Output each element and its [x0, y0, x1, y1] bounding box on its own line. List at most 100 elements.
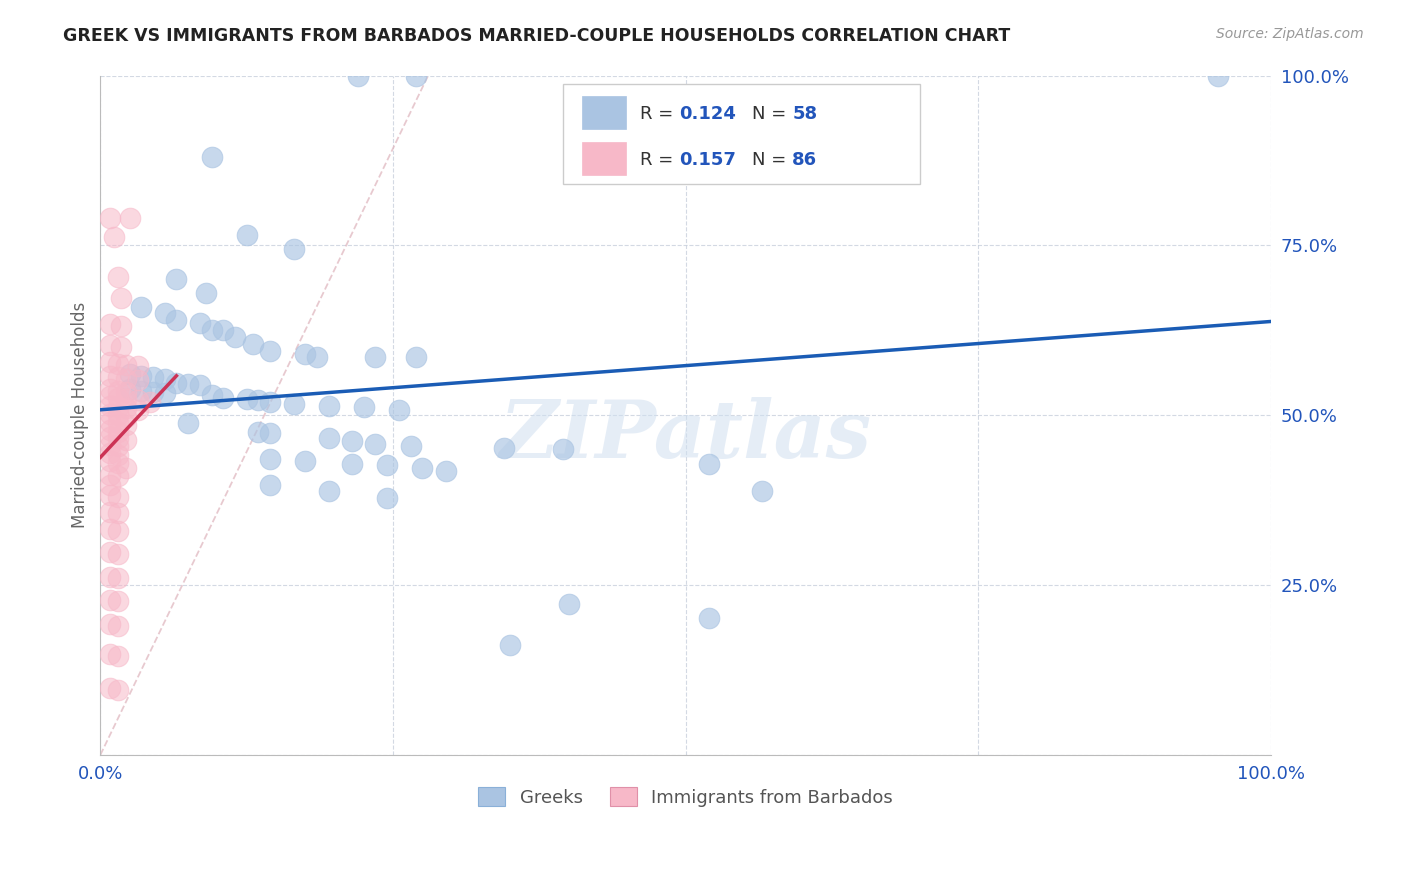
Point — [107, 648, 129, 663]
Point — [98, 505, 121, 519]
Text: 58: 58 — [792, 104, 817, 122]
Point — [200, 150, 222, 164]
Point — [107, 594, 129, 608]
Text: GREEK VS IMMIGRANTS FROM BARBADOS MARRIED-COUPLE HOUSEHOLDS CORRELATION CHART: GREEK VS IMMIGRANTS FROM BARBADOS MARRIE… — [63, 27, 1011, 45]
Point — [697, 457, 720, 471]
Point — [499, 638, 522, 652]
Bar — [582, 96, 626, 128]
Point — [98, 446, 121, 460]
Point — [98, 399, 121, 413]
Point — [405, 69, 427, 83]
Point — [107, 431, 129, 445]
Text: 0.124: 0.124 — [679, 104, 735, 122]
Point — [115, 392, 138, 406]
Text: ZIPatlas: ZIPatlas — [499, 397, 872, 475]
Point — [131, 368, 153, 383]
Point — [107, 469, 129, 483]
Y-axis label: Married-couple Households: Married-couple Households — [72, 302, 89, 528]
Point — [283, 397, 305, 411]
Point — [305, 351, 328, 365]
Point — [212, 323, 235, 337]
Point — [98, 617, 121, 632]
Point — [318, 484, 340, 499]
Point — [551, 442, 574, 457]
Point — [177, 376, 200, 391]
Point — [235, 228, 257, 243]
Point — [200, 323, 222, 337]
Point — [98, 438, 121, 452]
Text: Source: ZipAtlas.com: Source: ZipAtlas.com — [1216, 27, 1364, 41]
Point — [138, 394, 160, 409]
Point — [107, 384, 129, 398]
Point — [98, 648, 121, 662]
Point — [242, 337, 264, 351]
Point — [115, 417, 138, 432]
Point — [98, 337, 121, 351]
Point — [98, 423, 121, 437]
Point — [107, 417, 129, 431]
Point — [98, 407, 121, 421]
Point — [751, 484, 773, 499]
Point — [340, 434, 363, 448]
Point — [115, 385, 138, 400]
Text: N =: N = — [752, 151, 793, 169]
Text: N =: N = — [752, 104, 793, 122]
Point — [194, 285, 217, 300]
Point — [434, 464, 457, 478]
Point — [127, 393, 149, 408]
Point — [364, 351, 387, 365]
Point — [98, 477, 121, 491]
Point — [110, 340, 132, 354]
Point — [375, 491, 398, 505]
Point — [107, 408, 129, 422]
Point — [188, 317, 211, 331]
Point — [115, 461, 138, 475]
Point — [247, 393, 270, 408]
Point — [224, 330, 246, 344]
Point — [98, 593, 121, 607]
Point — [118, 368, 141, 382]
Point — [107, 391, 129, 405]
Point — [153, 306, 176, 320]
Point — [283, 242, 305, 256]
Point — [107, 682, 129, 697]
Point — [142, 385, 165, 400]
Point — [200, 388, 222, 402]
Point — [115, 358, 138, 372]
Point — [165, 313, 187, 327]
Point — [259, 425, 281, 440]
Point — [177, 417, 200, 431]
Point — [98, 211, 121, 226]
Point — [107, 357, 129, 371]
Point — [115, 409, 138, 424]
Bar — [582, 142, 626, 175]
Point — [107, 425, 129, 439]
Point — [259, 394, 281, 409]
Point — [107, 524, 129, 538]
Text: 86: 86 — [792, 151, 817, 169]
Point — [98, 681, 121, 696]
Point — [375, 458, 398, 473]
Point — [98, 368, 121, 383]
Point — [107, 456, 129, 470]
Point — [294, 454, 316, 468]
Text: 0.157: 0.157 — [679, 151, 735, 169]
Point — [259, 451, 281, 466]
Point — [98, 522, 121, 536]
Point — [118, 211, 141, 226]
Point — [165, 376, 187, 390]
Point — [165, 272, 187, 286]
Point — [364, 436, 387, 450]
Point — [259, 477, 281, 491]
Point — [98, 430, 121, 444]
Point — [107, 440, 129, 454]
Point — [98, 488, 121, 502]
Point — [212, 391, 235, 405]
Point — [142, 370, 165, 384]
Point — [1208, 69, 1230, 83]
FancyBboxPatch shape — [562, 84, 920, 185]
Point — [294, 347, 316, 361]
Point — [247, 425, 270, 439]
Point — [411, 461, 433, 475]
Text: R =: R = — [640, 151, 679, 169]
